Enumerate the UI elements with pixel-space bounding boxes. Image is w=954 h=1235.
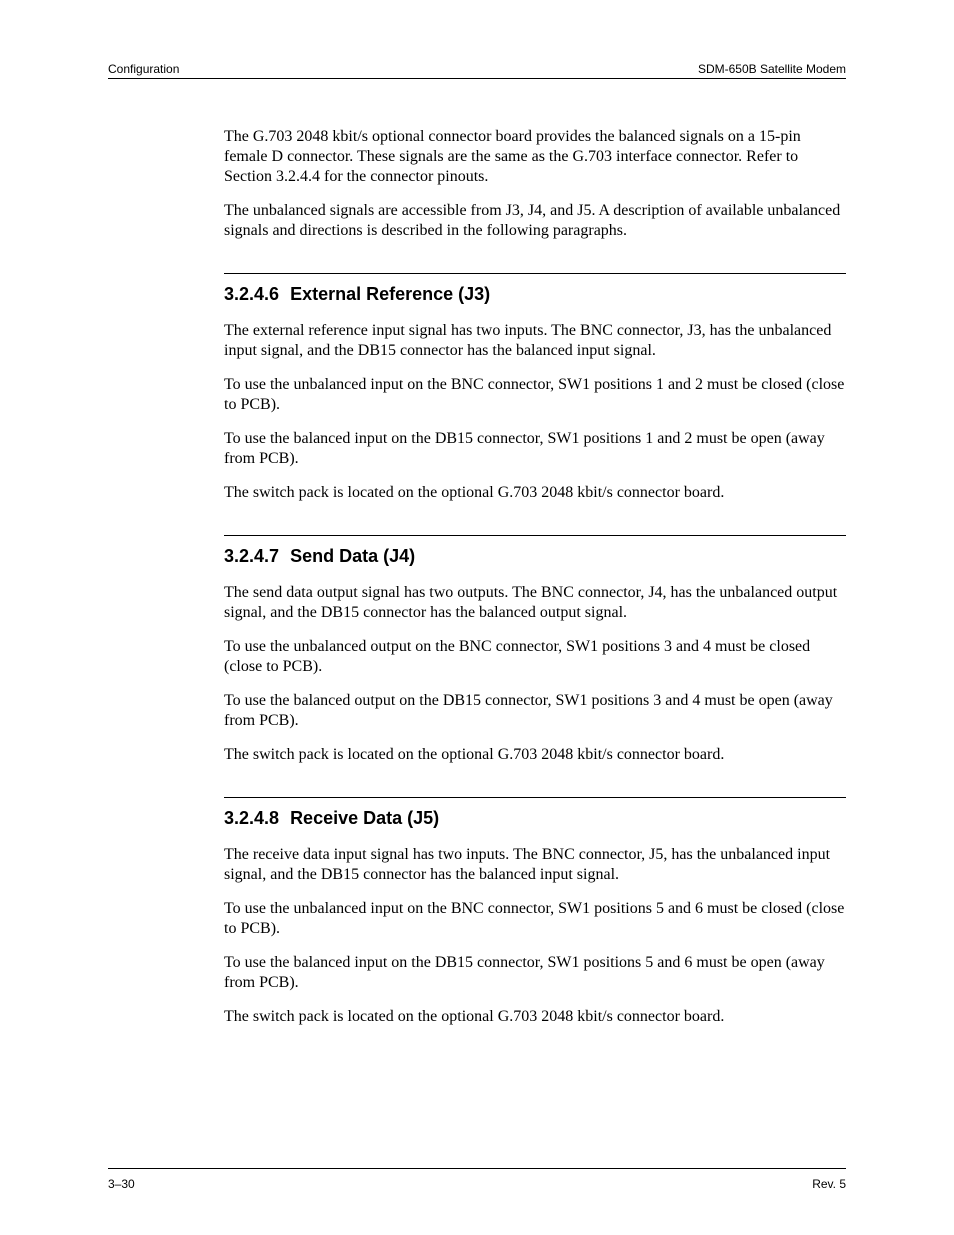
page-footer: 3–30 Rev. 5: [108, 1177, 846, 1191]
footer-revision: Rev. 5: [812, 1177, 846, 1191]
body-paragraph: The switch pack is located on the option…: [224, 745, 846, 765]
page-header: Configuration SDM-650B Satellite Modem: [108, 62, 846, 76]
body-paragraph: The external reference input signal has …: [224, 321, 846, 361]
body-paragraph: To use the balanced input on the DB15 co…: [224, 953, 846, 993]
section-number: 3.2.4.6: [224, 284, 279, 305]
content-area: The G.703 2048 kbit/s optional connector…: [224, 127, 846, 1027]
body-paragraph: To use the unbalanced output on the BNC …: [224, 637, 846, 677]
footer-page-number: 3–30: [108, 1177, 135, 1191]
section-number: 3.2.4.8: [224, 808, 279, 829]
body-paragraph: To use the unbalanced input on the BNC c…: [224, 375, 846, 415]
header-left: Configuration: [108, 62, 179, 76]
header-rule: [108, 78, 846, 79]
body-paragraph: To use the balanced output on the DB15 c…: [224, 691, 846, 731]
section-title: Receive Data (J5): [290, 808, 439, 828]
section-heading-send-data: 3.2.4.7 Send Data (J4): [224, 546, 846, 567]
body-paragraph: To use the balanced input on the DB15 co…: [224, 429, 846, 469]
page: Configuration SDM-650B Satellite Modem T…: [0, 0, 954, 1235]
section-rule: [224, 273, 846, 274]
intro-paragraph-2: The unbalanced signals are accessible fr…: [224, 201, 846, 241]
section-heading-receive-data: 3.2.4.8 Receive Data (J5): [224, 808, 846, 829]
body-paragraph: To use the unbalanced input on the BNC c…: [224, 899, 846, 939]
section-title: Send Data (J4): [290, 546, 415, 566]
section-heading-external-reference: 3.2.4.6 External Reference (J3): [224, 284, 846, 305]
footer-rule: [108, 1168, 846, 1169]
body-paragraph: The switch pack is located on the option…: [224, 1007, 846, 1027]
body-paragraph: The receive data input signal has two in…: [224, 845, 846, 885]
body-paragraph: The send data output signal has two outp…: [224, 583, 846, 623]
section-rule: [224, 535, 846, 536]
section-rule: [224, 797, 846, 798]
intro-paragraph-1: The G.703 2048 kbit/s optional connector…: [224, 127, 846, 187]
body-paragraph: The switch pack is located on the option…: [224, 483, 846, 503]
section-title: External Reference (J3): [290, 284, 490, 304]
header-right: SDM-650B Satellite Modem: [698, 62, 846, 76]
section-number: 3.2.4.7: [224, 546, 279, 567]
